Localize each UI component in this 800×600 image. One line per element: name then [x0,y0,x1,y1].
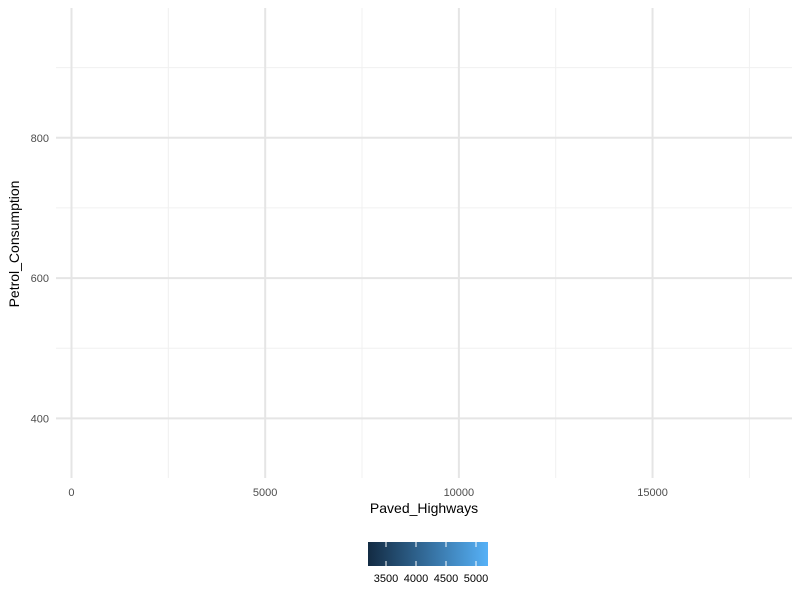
colorbar-label: 4500 [434,573,458,585]
y-tick-label: 800 [31,133,49,145]
colorbar-label: 3500 [374,573,398,585]
y-axis-tick-labels: 400 600 800 [31,133,49,426]
x-axis-tick-labels: 0 5000 10000 15000 [68,487,667,499]
y-axis-title: Petrol_Consumption [6,181,22,308]
y-tick-label: 400 [31,413,49,425]
x-axis-title: Paved_Highways [370,500,478,516]
x-tick-label: 10000 [444,487,475,499]
colorbar-ticks [385,542,477,566]
colorbar-labels: 3500 4000 4500 5000 [374,573,488,585]
x-tick-label: 5000 [253,487,277,499]
minor-gridlines [56,8,792,478]
color-legend: 3500 4000 4500 5000 [368,542,488,585]
x-tick-label: 0 [68,487,74,499]
x-tick-label: 15000 [637,487,668,499]
colorbar-label: 4000 [404,573,428,585]
colorbar-label: 5000 [464,573,488,585]
major-gridlines [56,8,792,478]
plot-panel [56,8,792,478]
colorbar [368,542,488,566]
y-tick-label: 600 [31,273,49,285]
